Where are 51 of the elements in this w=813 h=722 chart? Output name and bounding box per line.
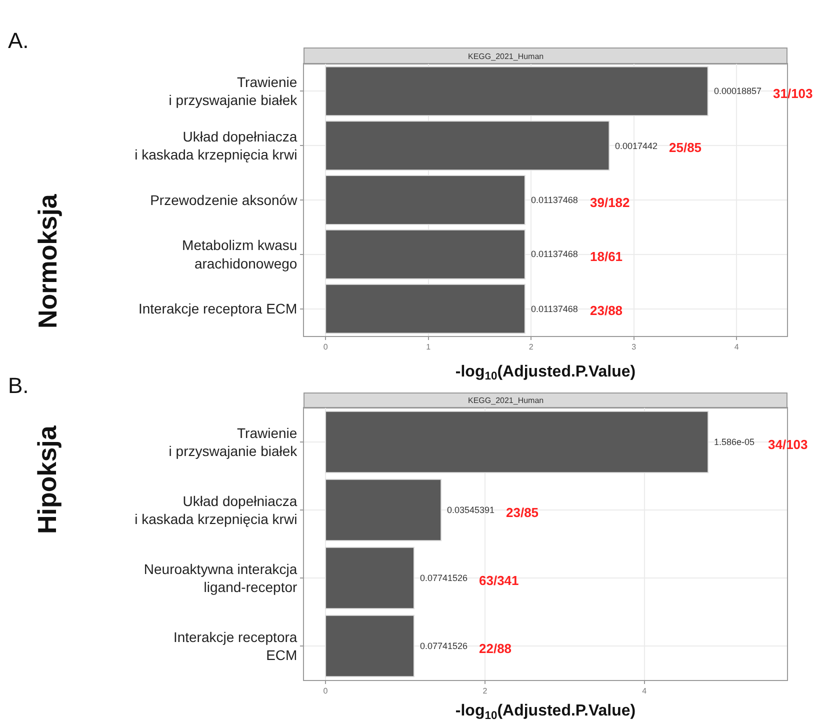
annotation: 0.03545391: [447, 505, 495, 515]
annotation: 0.01137468: [531, 249, 578, 259]
annotation: 34/103: [768, 437, 808, 452]
bar: [325, 175, 526, 225]
chart-subtitle: KEGG_2021_Human: [468, 52, 544, 61]
y-tick-label: Metabolizm kwasu arachidonowego: [182, 237, 298, 272]
x-tick-label: 2: [482, 686, 488, 696]
x-tick-label: 1: [426, 342, 432, 352]
y-tick-label: Układ dopełniacza i kaskada krzepnięcia krwi: [134, 492, 298, 527]
bar: [325, 229, 526, 280]
bar: [325, 284, 526, 334]
y-tick-label: Trawienie i przyswajanie białek: [168, 424, 298, 459]
y-tick-label: Przewodzenie aksonów: [150, 192, 298, 208]
text: A.: [8, 28, 29, 53]
y-axis-title: Normoksja: [32, 194, 62, 328]
bar: [325, 614, 414, 678]
y-tick-label: Interakcje receptora ECM: [173, 628, 298, 663]
bar: [325, 546, 414, 610]
x-tick-label: 0: [323, 686, 328, 696]
annotation: 0.07741526: [420, 641, 468, 651]
x-tick-label: 3: [632, 342, 637, 352]
x-tick-label: 4: [734, 342, 740, 352]
bar: [325, 120, 610, 171]
annotation: 23/88: [590, 303, 623, 318]
annotation: 22/88: [479, 641, 512, 656]
annotation: 39/182: [590, 195, 630, 210]
annotation: 0.0017442: [615, 141, 658, 151]
y-tick-label: Trawienie i przyswajanie białek: [168, 74, 298, 108]
x-tick-label: 0: [323, 342, 328, 352]
annotation: 0.07741526: [420, 573, 468, 583]
annotation: 63/341: [479, 573, 519, 588]
x-axis-title: -log$_{10}$(Adjusted.P.Value): [455, 702, 636, 722]
annotation: 0.01137468: [531, 304, 578, 314]
chart-subtitle: KEGG_2021_Human: [468, 396, 544, 405]
y-tick-label: Interakcje receptora ECM: [138, 300, 298, 317]
x-tick-label: 4: [642, 686, 648, 696]
bar: [325, 478, 442, 542]
y-tick-label: Układ dopełniacza i kaskada krzepnięcia krwi: [134, 128, 298, 163]
y-tick-label: Neuroaktywna interakcja ligand-receptor: [144, 560, 298, 595]
annotation: 0.00018857: [714, 86, 762, 96]
annotation: 1.586e-05: [714, 437, 755, 447]
y-axis-title: Hipoksja: [32, 425, 62, 534]
bar: [325, 410, 709, 474]
annotation: 18/61: [590, 249, 623, 264]
annotation: 25/85: [669, 140, 702, 155]
annotation: 23/85: [506, 505, 539, 520]
x-tick-label: 2: [528, 342, 534, 352]
text: B.: [8, 373, 29, 398]
x-axis-title: -log$_{10}$(Adjusted.P.Value): [455, 363, 636, 383]
annotation: 0.01137468: [531, 195, 578, 205]
annotation: 31/103: [773, 86, 813, 101]
